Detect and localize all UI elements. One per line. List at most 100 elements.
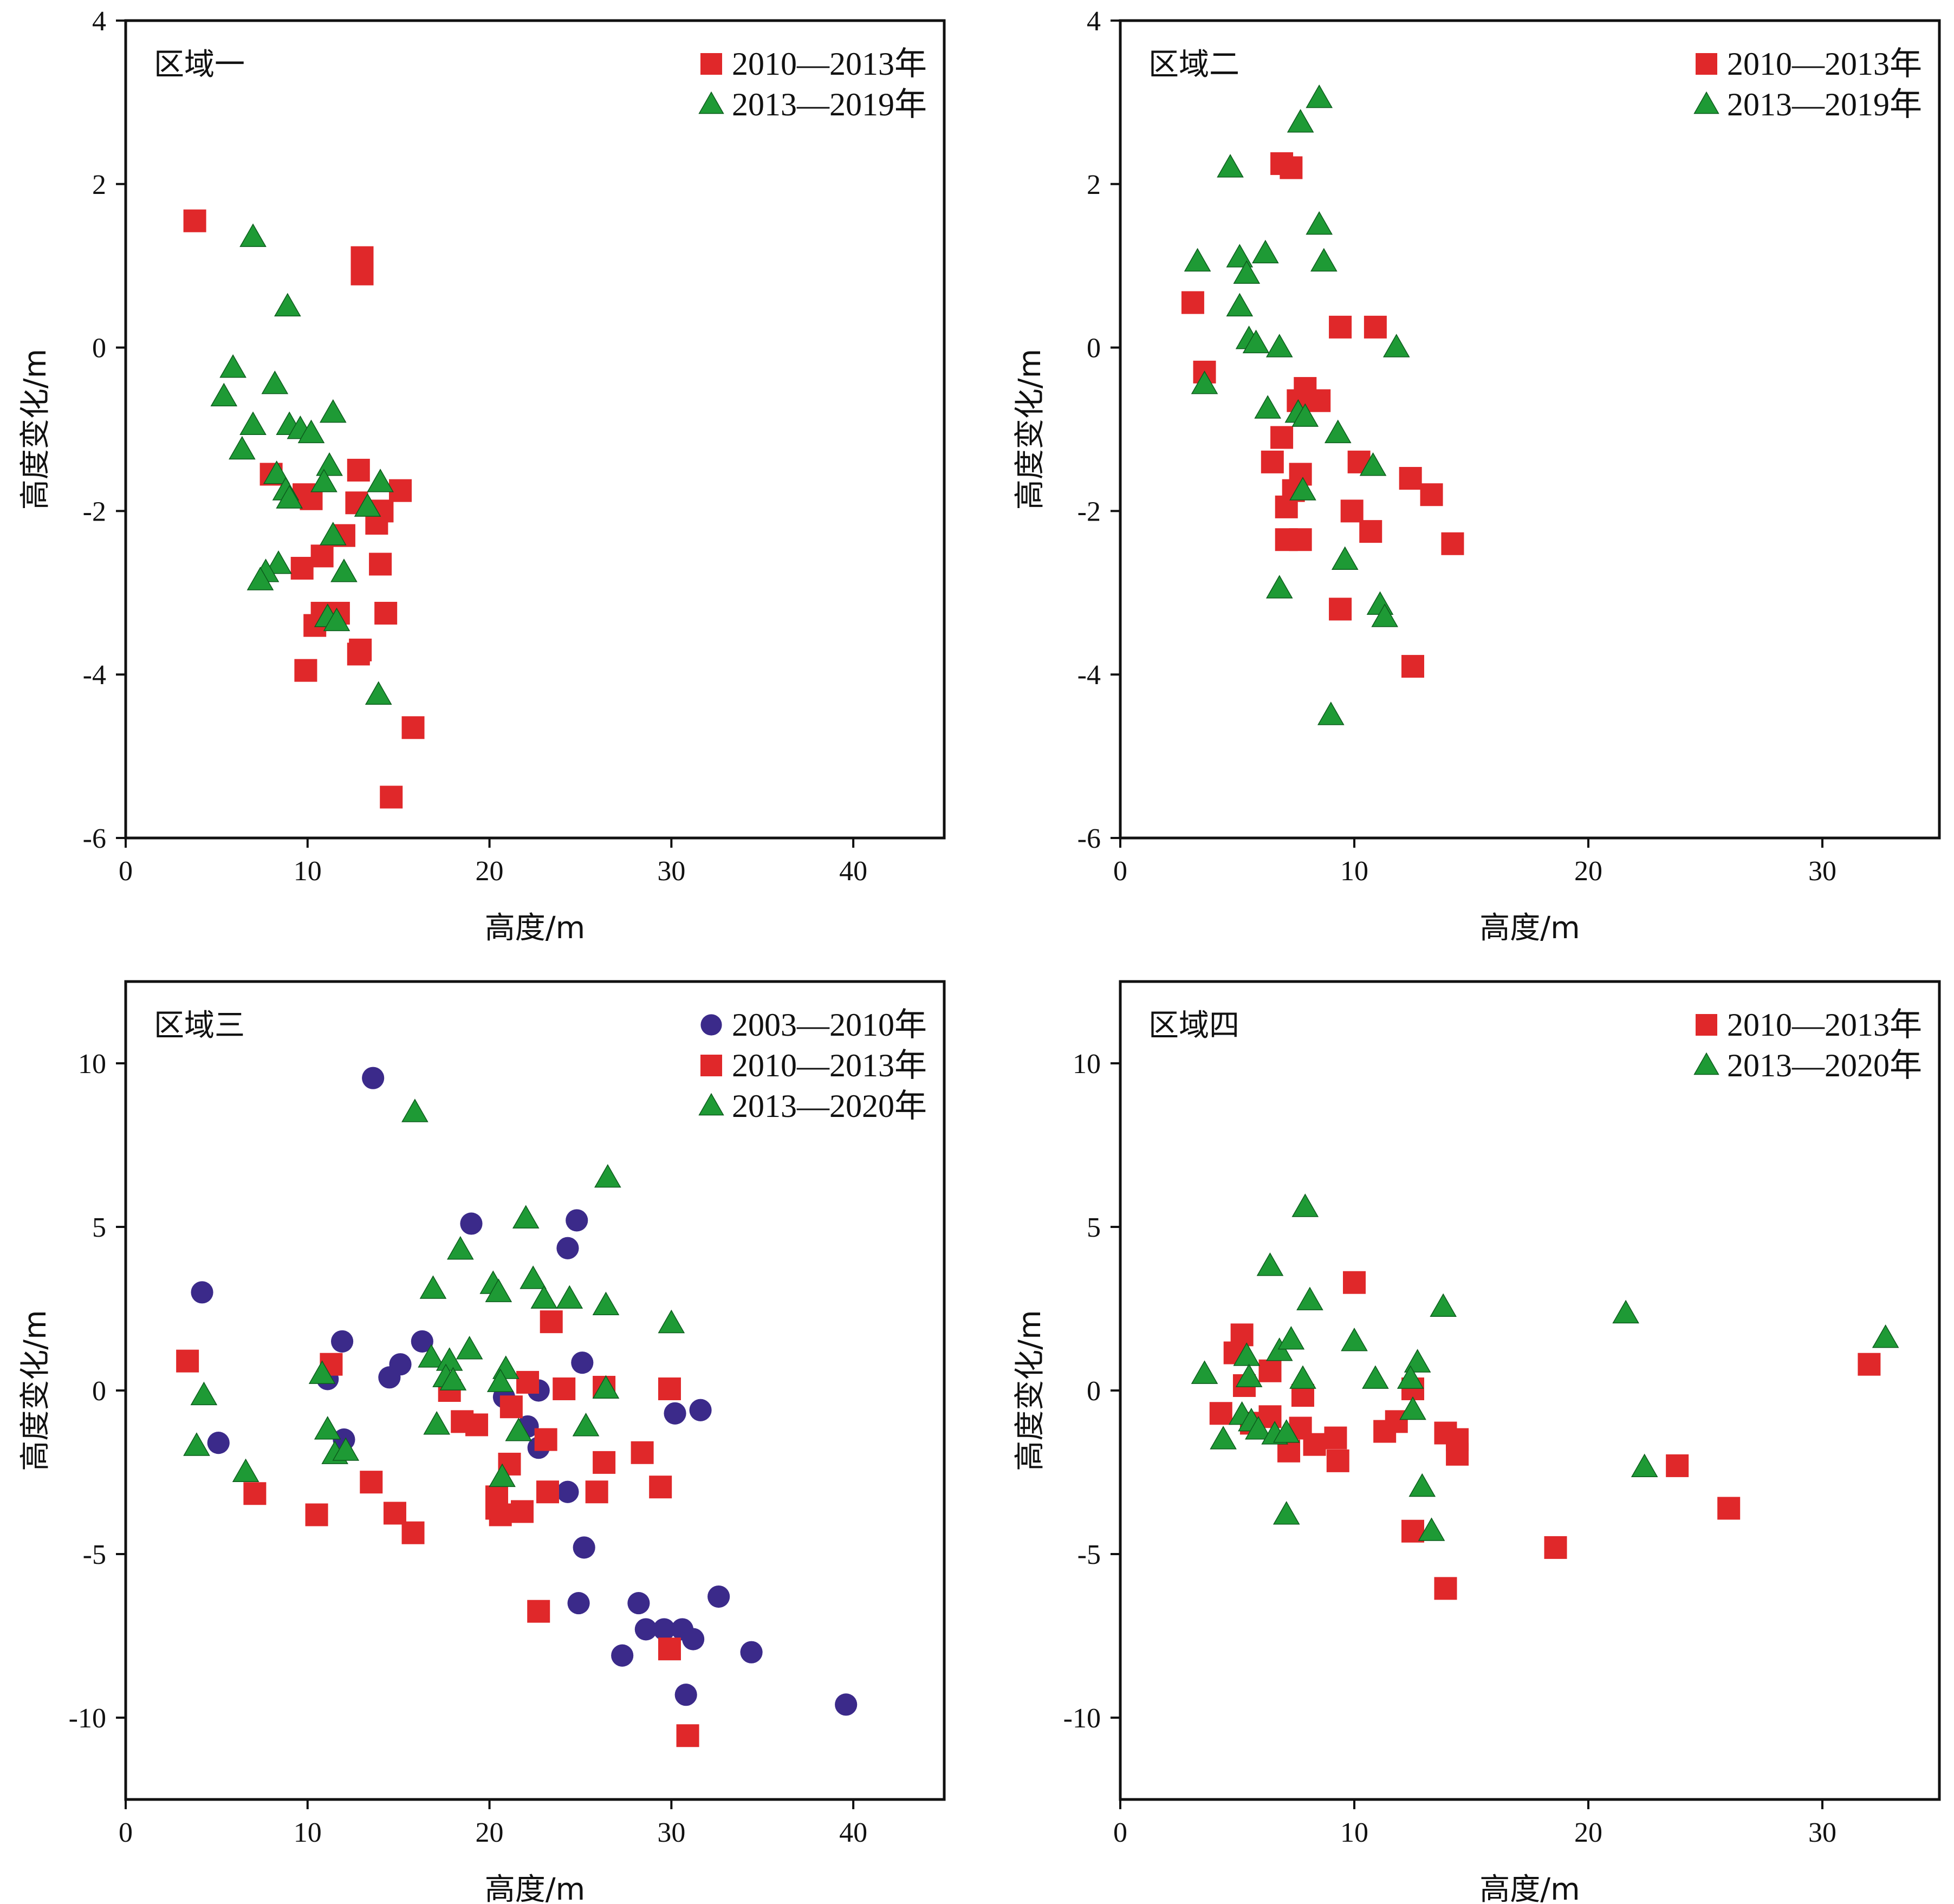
data-point	[1245, 1416, 1272, 1440]
data-point	[330, 558, 358, 582]
data-point	[740, 1641, 763, 1663]
data-point	[310, 469, 337, 492]
data-point	[634, 1618, 657, 1641]
legend-label: 2013—2020年	[1727, 1048, 1922, 1083]
panel-title: 区域一	[154, 47, 245, 82]
legend-label: 2010—2013年	[1727, 46, 1922, 82]
data-point	[1408, 1473, 1436, 1497]
data-point	[191, 1281, 213, 1304]
legend-label: 2010—2013年	[1727, 1007, 1922, 1043]
data-point	[365, 681, 392, 705]
y-tick-label: 0	[92, 1376, 106, 1407]
data-point	[323, 607, 350, 632]
data-point	[553, 1377, 576, 1400]
series-1	[1209, 1271, 1881, 1600]
y-tick-label: 5	[1087, 1212, 1101, 1243]
data-point	[1210, 1426, 1237, 1450]
data-point	[536, 1480, 560, 1504]
data-point	[347, 458, 370, 482]
data-point	[1235, 1363, 1263, 1387]
y-tick-label: -6	[1077, 823, 1101, 854]
series-2	[1191, 1193, 1899, 1541]
data-point	[319, 399, 347, 423]
data-point	[1399, 1396, 1426, 1420]
data-point	[556, 1285, 583, 1309]
y-tick-label: 10	[1073, 1049, 1101, 1080]
data-point	[460, 1212, 483, 1235]
data-point	[1441, 532, 1464, 555]
data-point	[1306, 84, 1333, 108]
data-point	[401, 1099, 429, 1122]
data-point	[658, 1637, 681, 1661]
data-point	[1191, 1360, 1218, 1384]
data-point	[1254, 395, 1281, 419]
data-point	[465, 1413, 489, 1437]
data-point	[1418, 1517, 1445, 1541]
data-point	[1242, 329, 1270, 354]
data-point	[1296, 1286, 1323, 1310]
data-point	[232, 1458, 259, 1483]
data-point	[664, 1402, 686, 1425]
data-point	[505, 1418, 533, 1441]
data-point	[527, 1600, 550, 1623]
data-point	[243, 1482, 267, 1505]
y-tick-label: 4	[92, 6, 106, 37]
data-point	[314, 1416, 341, 1440]
y-tick-label: 2	[92, 170, 106, 200]
x-tick-label: 10	[294, 856, 322, 887]
x-axis-title: 高度/m	[1479, 1872, 1580, 1904]
data-point	[1265, 334, 1293, 358]
data-point	[658, 1377, 681, 1400]
data-point	[1310, 248, 1338, 272]
data-point	[1399, 467, 1422, 490]
data-point	[1226, 293, 1254, 317]
x-tick-label: 20	[476, 856, 504, 887]
legend-marker	[1693, 1052, 1719, 1075]
legend-marker	[700, 1055, 722, 1076]
data-point	[183, 1432, 210, 1456]
data-point	[1362, 1365, 1389, 1389]
y-tick-label: 0	[1087, 333, 1101, 364]
data-point	[567, 1592, 590, 1615]
data-point	[592, 1375, 620, 1399]
data-point	[1270, 426, 1294, 449]
legend-marker	[1696, 1014, 1717, 1036]
data-point	[556, 1480, 579, 1503]
data-point	[239, 411, 267, 435]
data-point	[593, 1451, 616, 1474]
data-point	[1446, 1442, 1469, 1466]
data-point	[530, 1285, 558, 1309]
y-tick-label: -2	[83, 496, 106, 527]
series-1	[1181, 152, 1464, 678]
data-point	[571, 1351, 594, 1374]
y-tick-label: -10	[69, 1703, 106, 1734]
x-tick-label: 10	[294, 1817, 322, 1848]
data-point	[1371, 603, 1398, 627]
data-point	[1364, 315, 1387, 339]
data-point	[274, 293, 301, 317]
data-point	[360, 1471, 383, 1494]
legend-marker	[698, 91, 724, 114]
data-point	[330, 1330, 354, 1353]
data-point	[439, 1367, 467, 1390]
x-tick-label: 40	[839, 1817, 867, 1848]
data-point	[485, 1278, 512, 1302]
legend: 2010—2013年 2013—2019年	[1693, 46, 1922, 122]
data-point	[1258, 1359, 1282, 1382]
legend-label: 2003—2010年	[732, 1007, 927, 1043]
data-point	[540, 1310, 563, 1334]
data-point	[653, 1618, 676, 1641]
data-point	[1717, 1497, 1741, 1520]
series-3	[183, 1099, 685, 1487]
plot-frame	[1119, 19, 1941, 840]
data-point	[1359, 520, 1382, 543]
data-point	[332, 1437, 360, 1461]
data-point	[176, 1349, 199, 1373]
data-point	[1858, 1353, 1881, 1376]
y-axis-title: 高度变化/m	[1012, 1310, 1048, 1471]
data-point	[1291, 403, 1319, 427]
legend-marker	[698, 1093, 724, 1116]
data-point	[1544, 1536, 1567, 1559]
data-point	[239, 223, 267, 247]
